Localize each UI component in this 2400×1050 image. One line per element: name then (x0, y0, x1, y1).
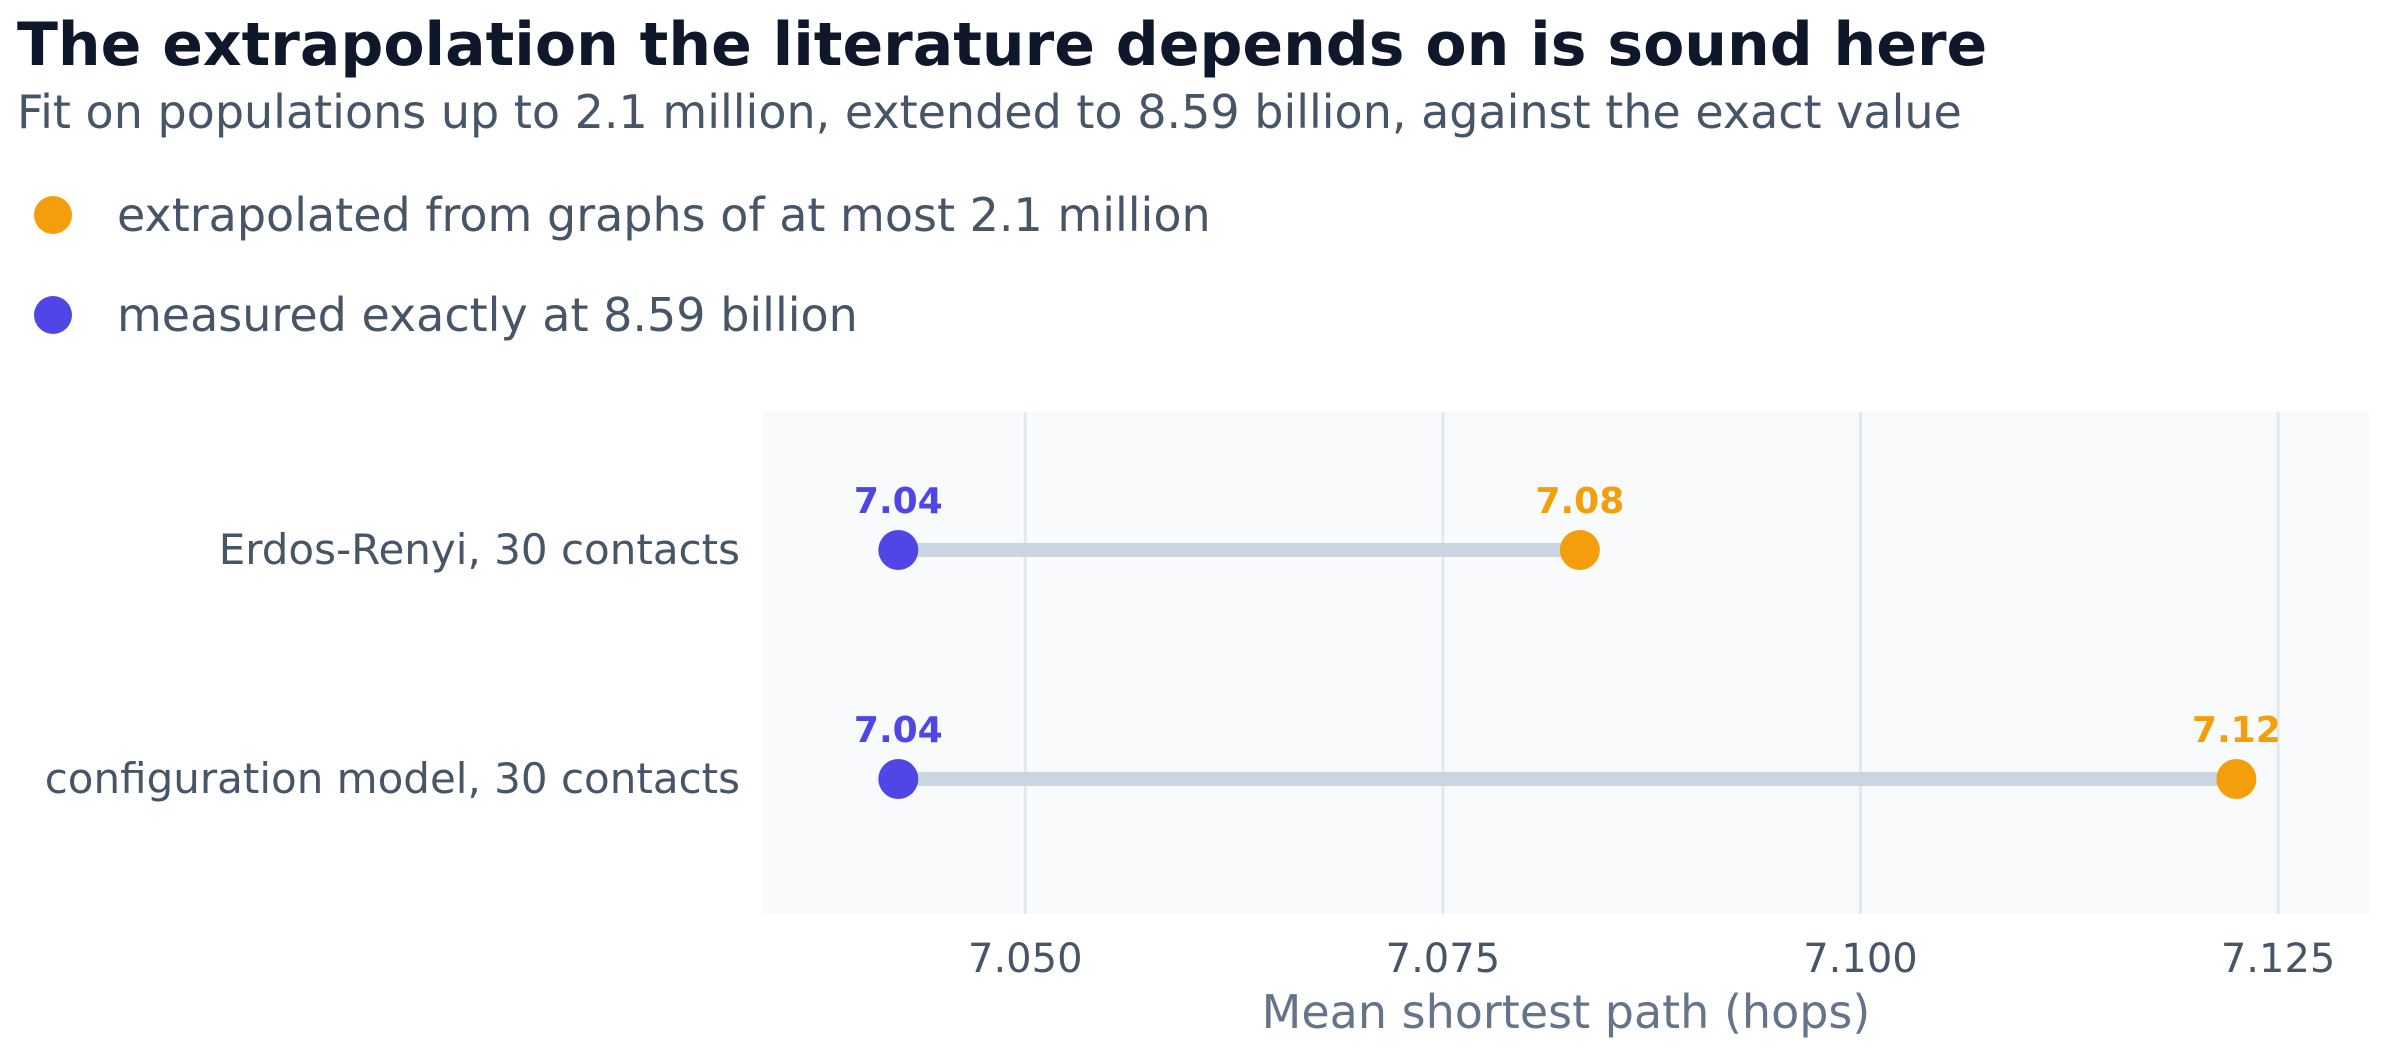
point-0-series-0 (1559, 530, 1600, 570)
value-label-1-series-0: 7.12 (2192, 710, 2281, 751)
x-axis-label: Mean shortest path (hops) (1262, 985, 1871, 1039)
value-label-0-series-0: 7.08 (1535, 481, 1624, 522)
value-label-0-series-1: 7.04 (854, 481, 943, 522)
x-tick-label-1: 7.075 (1386, 936, 1501, 982)
legend-marker-0 (34, 196, 72, 234)
x-tick-label-2: 7.100 (1803, 936, 1918, 982)
point-1-series-1 (878, 759, 919, 799)
point-1-series-0 (2216, 759, 2257, 799)
legend-label-1: measured exactly at 8.59 billion (117, 288, 858, 342)
plot-area (763, 412, 2370, 914)
point-0-series-1 (878, 530, 919, 570)
chart-rows: Erdos-Renyi, 30 contacts 7.08 7.04 configur… (45, 481, 2281, 803)
legend-label-0: extrapolated from graphs of at most 2.1 … (117, 188, 1211, 242)
gridlines (1023, 412, 2280, 914)
legend: extrapolated from graphs of at most 2.1 … (34, 188, 1211, 342)
x-tick-label-0: 7.050 (968, 936, 1083, 982)
value-label-1-series-1: 7.04 (854, 710, 943, 751)
chart-title: The extrapolation the literature depends… (17, 10, 1987, 80)
x-tick-label-3: 7.125 (2221, 936, 2336, 982)
category-label-1: configuration model, 30 contacts (45, 754, 740, 803)
category-label-0: Erdos-Renyi, 30 contacts (219, 525, 740, 574)
x-axis-ticks: 7.050 7.075 7.100 7.125 (968, 936, 2335, 982)
legend-marker-1 (34, 296, 72, 334)
chart-subtitle: Fit on populations up to 2.1 million, ex… (17, 85, 1962, 139)
